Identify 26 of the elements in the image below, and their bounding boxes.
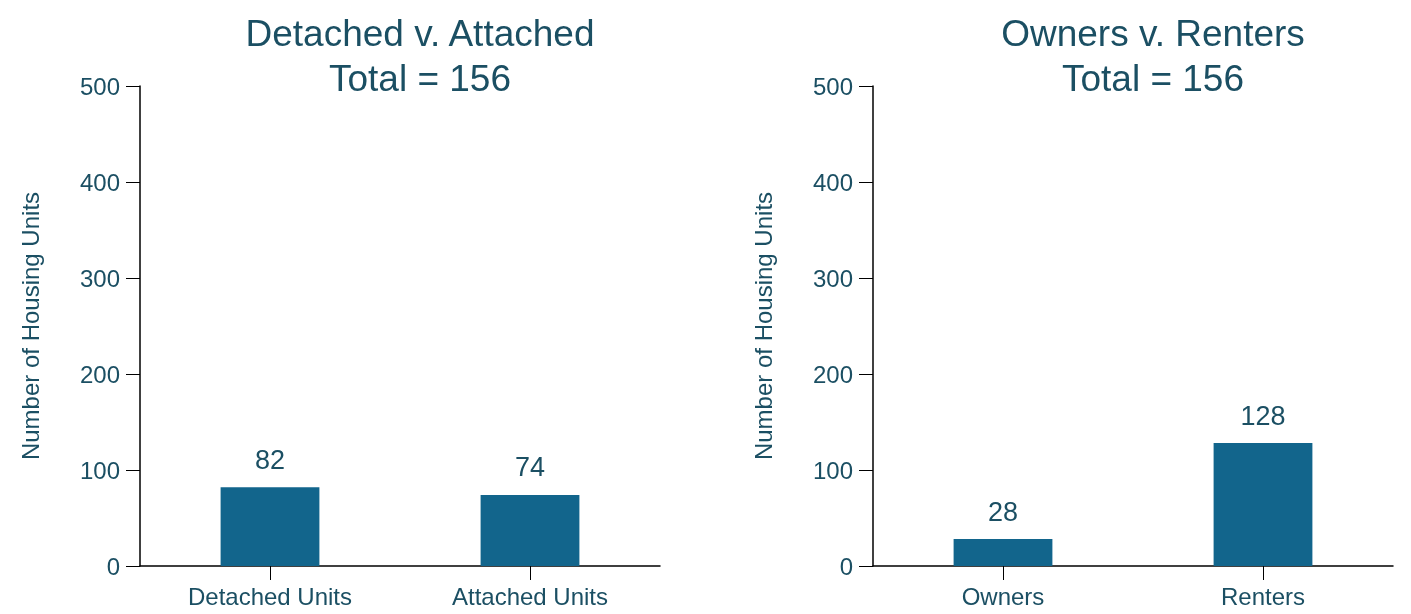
x-tick-label: Renters xyxy=(1220,582,1306,610)
y-tick-label: 200 xyxy=(79,360,120,388)
chart-subtitle: Total = 156 xyxy=(1061,58,1245,99)
x-tick-label: Attached Units xyxy=(451,582,609,610)
y-tick-label: 0 xyxy=(839,552,853,580)
y-tick-label: 100 xyxy=(79,456,120,484)
y-tick-label: 400 xyxy=(79,168,120,196)
chart-title: Owners v. Renters xyxy=(1001,13,1305,54)
chart-title: Detached v. Attached xyxy=(245,13,595,54)
data-label: 128 xyxy=(1240,400,1286,431)
data-label: 74 xyxy=(514,452,546,483)
x-tick-label: Detached Units xyxy=(187,582,353,610)
y-tick-label: 300 xyxy=(79,264,120,292)
y-tick-label: 200 xyxy=(812,360,853,388)
y-axis-title: Number of Housing Units xyxy=(16,191,44,461)
y-tick-label: 300 xyxy=(812,264,853,292)
data-label: 82 xyxy=(254,444,286,475)
y-tick-label: 100 xyxy=(812,456,853,484)
y-tick-label: 500 xyxy=(79,72,120,100)
y-tick-label: 0 xyxy=(106,552,120,580)
y-tick-label: 400 xyxy=(812,168,853,196)
y-tick-label: 500 xyxy=(812,72,853,100)
chart-subtitle: Total = 156 xyxy=(328,58,512,99)
x-tick-label: Owners xyxy=(961,582,1045,610)
y-axis-title: Number of Housing Units xyxy=(749,191,777,461)
data-label: 28 xyxy=(987,496,1019,527)
